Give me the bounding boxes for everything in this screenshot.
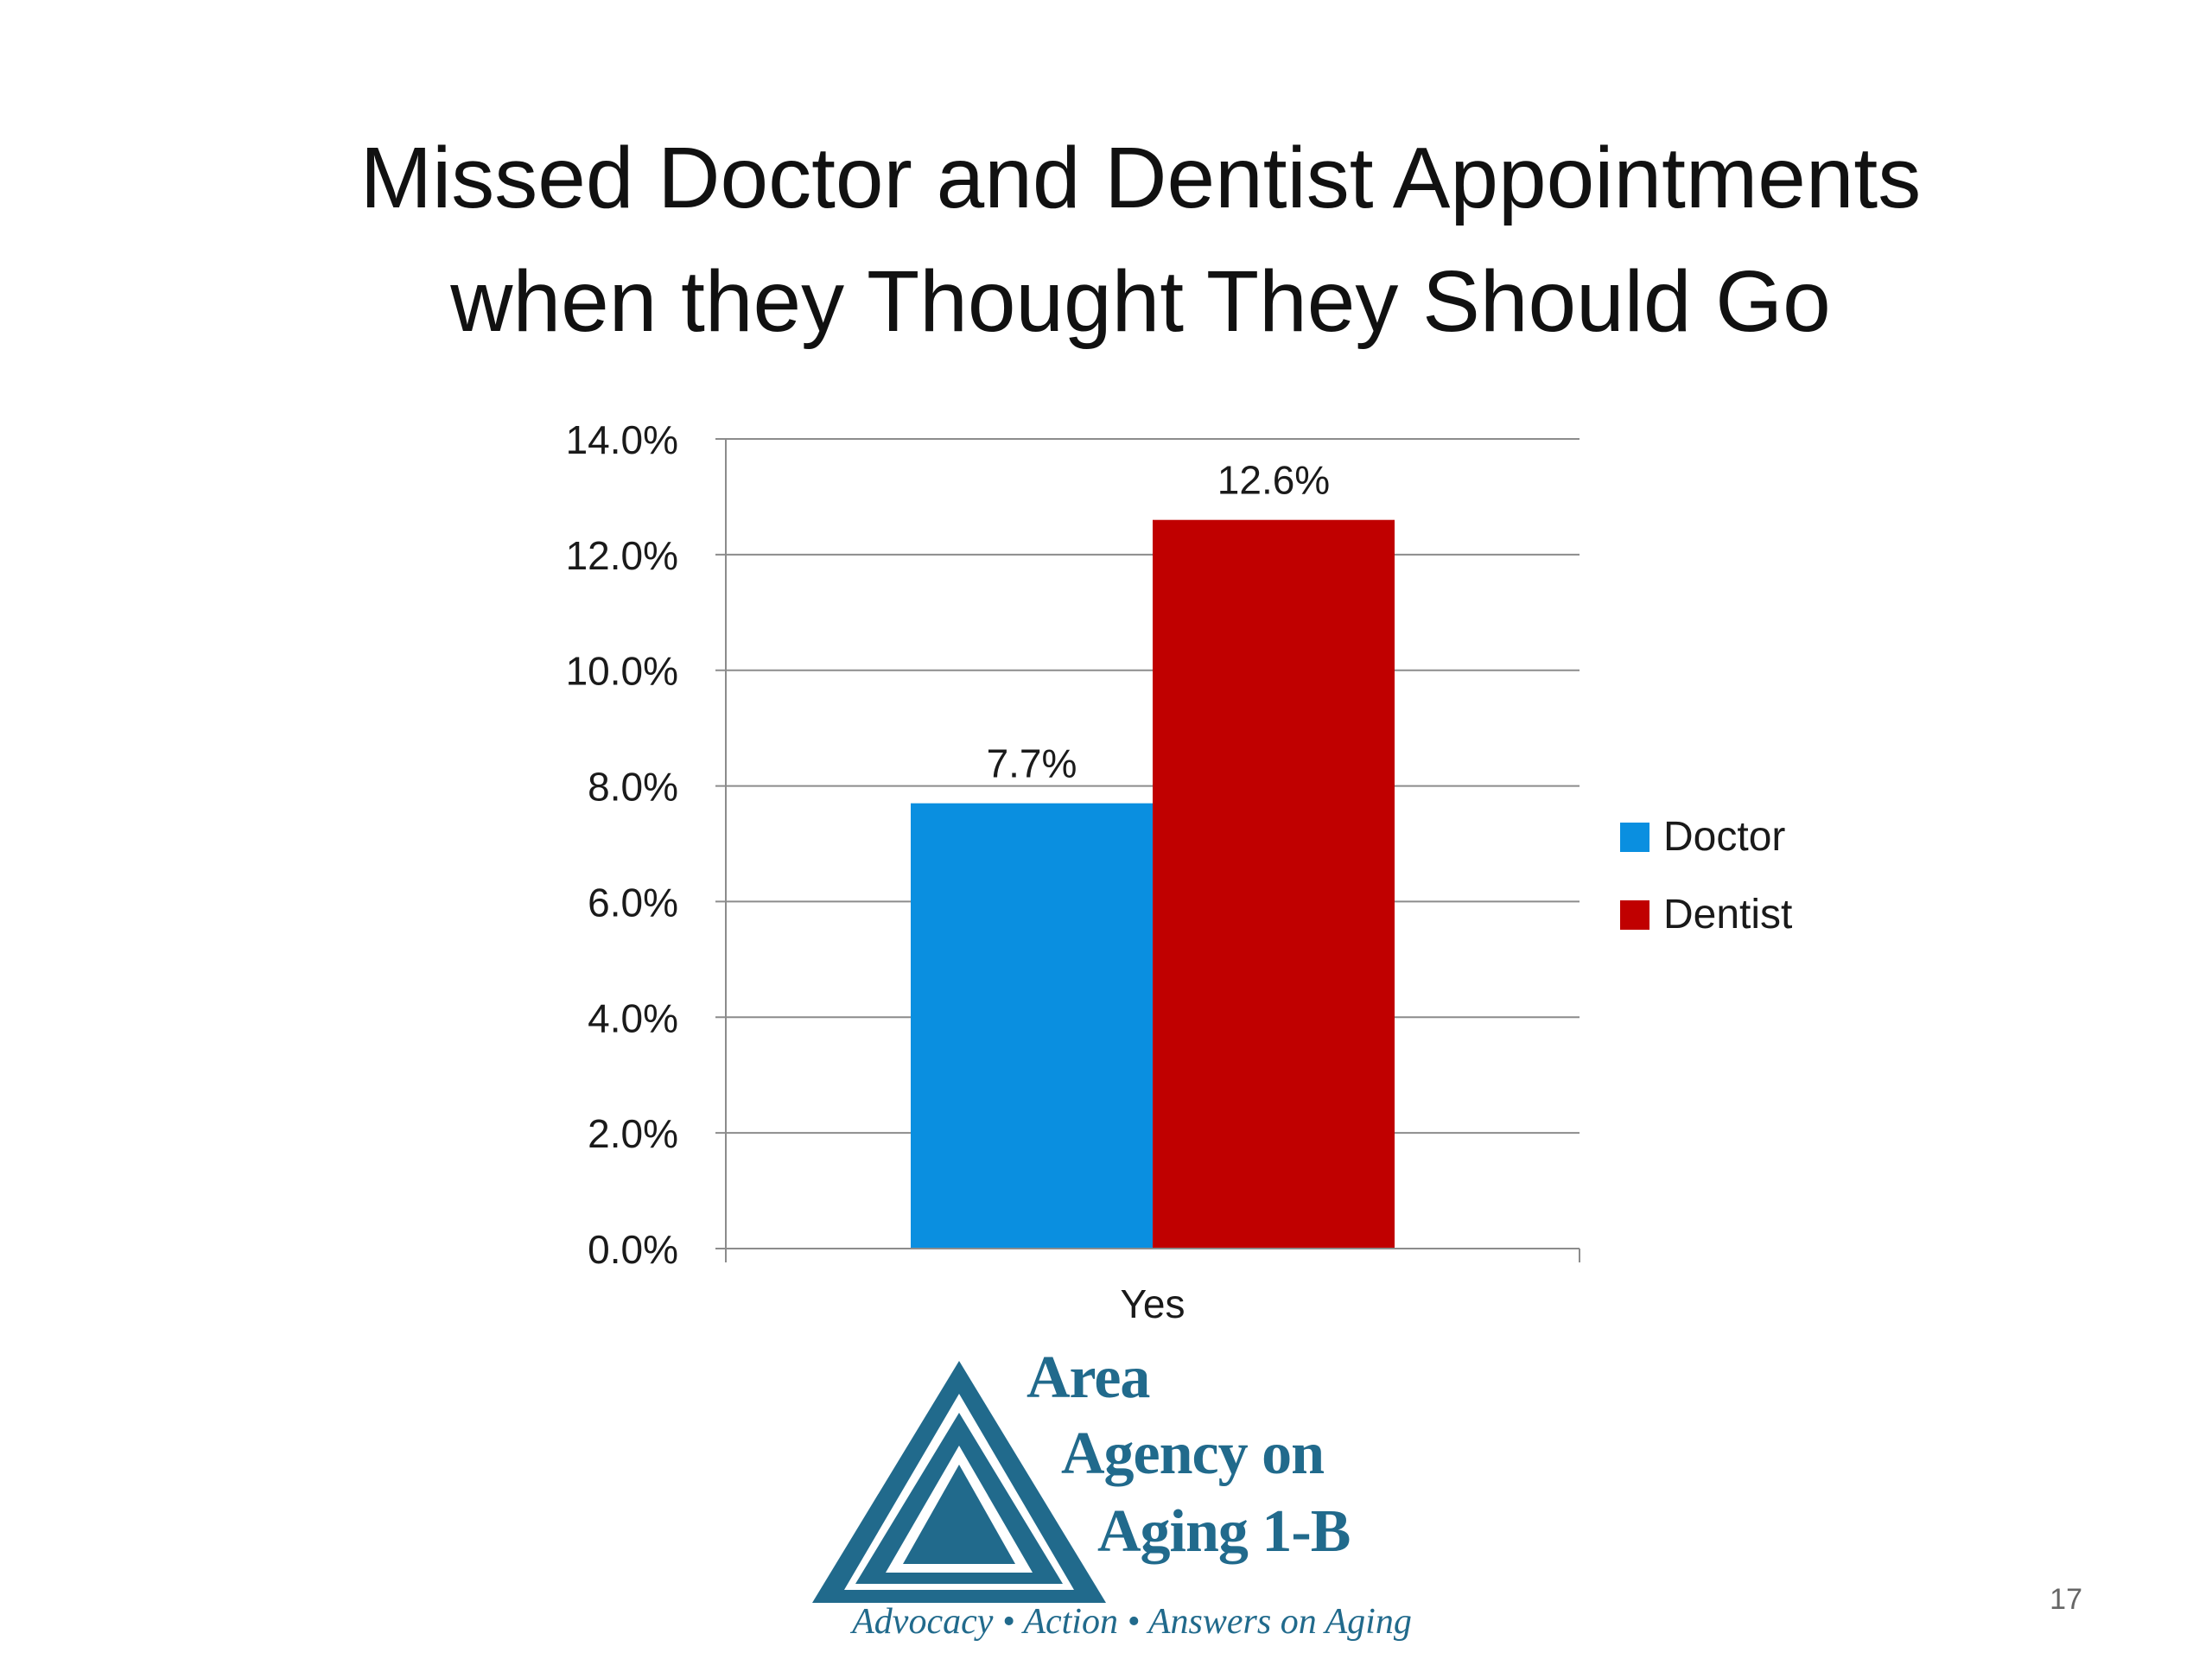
- legend: Doctor Dentist: [1620, 814, 1792, 938]
- y-tick-label: 14.0%: [566, 417, 678, 462]
- data-labels: 7.7% 12.6%: [987, 458, 1331, 786]
- logo-line-2: Agency on: [1061, 1421, 1325, 1487]
- x-tick-label: Yes: [1120, 1281, 1185, 1326]
- area-agency-logo: Area Agency on Aging 1-B Advocacy • Acti…: [804, 1344, 1460, 1655]
- bar-dentist: [1153, 519, 1395, 1249]
- legend-swatch-doctor: [1620, 823, 1649, 852]
- y-tick-label: 0.0%: [588, 1227, 678, 1272]
- logo-line-1: Area: [1027, 1344, 1150, 1411]
- x-axis-tick-labels: Yes: [1120, 1281, 1185, 1326]
- logo-line-3: Aging 1-B: [1097, 1498, 1351, 1565]
- y-tick-label: 4.0%: [588, 995, 678, 1040]
- y-tick-label: 10.0%: [566, 649, 678, 694]
- data-label: 12.6%: [1217, 458, 1330, 503]
- bar-doctor: [911, 803, 1153, 1249]
- y-tick-label: 8.0%: [588, 765, 678, 810]
- y-tick-label: 12.0%: [566, 533, 678, 578]
- legend-label-dentist: Dentist: [1663, 892, 1792, 938]
- slide-title: Missed Doctor and Dentist Appointments w…: [0, 117, 2212, 364]
- title-line-2: when they Thought They Should Go: [450, 253, 1831, 350]
- axes: [715, 439, 1580, 1262]
- y-axis-tick-labels: 0.0% 2.0% 4.0% 6.0% 8.0% 10.0% 12.0% 14.0%: [566, 417, 678, 1272]
- logo-tagline: Advocacy • Action • Answers on Aging: [852, 1602, 1412, 1642]
- triangle-logo-icon: [812, 1361, 1106, 1603]
- data-label: 7.7%: [987, 741, 1077, 786]
- page-number: 17: [2050, 1583, 2082, 1616]
- legend-label-doctor: Doctor: [1663, 814, 1785, 860]
- y-tick-label: 2.0%: [588, 1111, 678, 1156]
- legend-swatch-dentist: [1620, 900, 1649, 930]
- bars: [911, 519, 1395, 1249]
- title-line-1: Missed Doctor and Dentist Appointments: [359, 130, 1922, 226]
- y-tick-label: 6.0%: [588, 880, 678, 925]
